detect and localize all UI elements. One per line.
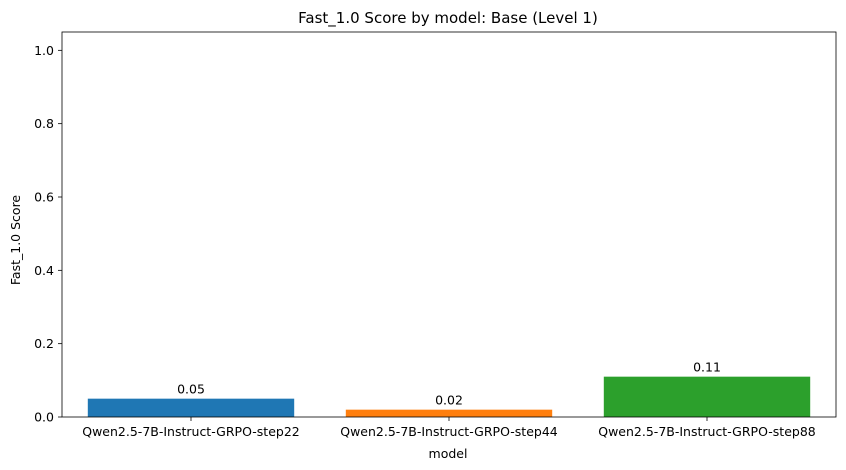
y-tick-label-1: 0.0 [34, 410, 54, 425]
bar-3 [603, 376, 811, 417]
y-tick-label-5: 0.8 [34, 116, 54, 131]
plot-area: 0.05 Qwen2.5-7B-Instruct-GRPO-step22 0.02 Q… [34, 31, 837, 439]
y-tick-label-3: 0.4 [34, 263, 54, 278]
x-tick-label-1: Qwen2.5-7B-Instruct-GRPO-step22 [82, 424, 299, 439]
y-tick-label-2: 0.2 [34, 336, 54, 351]
y-tick-label-4: 0.6 [34, 190, 54, 205]
bar-2 [345, 409, 553, 417]
x-tick-label-3: Qwen2.5-7B-Instruct-GRPO-step88 [598, 424, 816, 439]
x-axis-label: model [429, 446, 468, 461]
bar-value-label-2: 0.02 [435, 393, 463, 408]
y-axis-label: Fast_1.0 Score [8, 195, 23, 286]
bar-1 [87, 398, 295, 417]
bar-value-label-1: 0.05 [177, 382, 205, 397]
y-tick-label-6: 1.0 [34, 43, 54, 58]
plot-frame [61, 31, 837, 418]
chart-title: Fast_1.0 Score by model: Base (Level 1) [298, 9, 598, 28]
x-tick-label-2: Qwen2.5-7B-Instruct-GRPO-step44 [340, 424, 558, 439]
bar-value-label-3: 0.11 [693, 360, 721, 375]
